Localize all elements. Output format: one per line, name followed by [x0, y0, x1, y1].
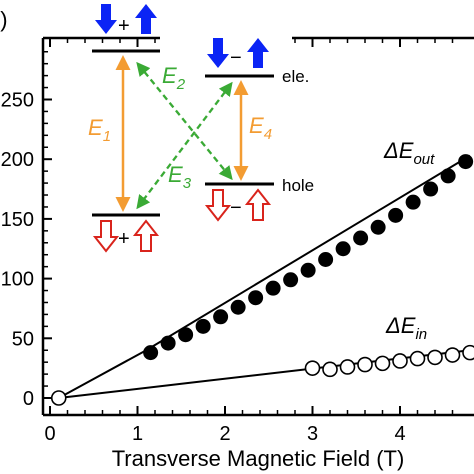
filled-data-point — [178, 327, 194, 343]
y-tick-label: 100 — [1, 269, 34, 291]
series-label-in: ΔEin — [385, 313, 427, 343]
filled-data-point — [283, 272, 299, 288]
spin-down-open-icon — [204, 189, 232, 222]
open-data-point — [50, 390, 67, 406]
axis-ticks — [43, 38, 454, 415]
filled-data-point — [335, 241, 351, 257]
filled-data-point — [353, 230, 369, 246]
y-tick-label: 200 — [1, 149, 34, 171]
open-data-point — [409, 350, 426, 367]
minus-sign: − — [230, 197, 242, 219]
open-data-point — [462, 344, 474, 361]
spin-state-bottom-left: + — [92, 219, 160, 253]
spin-state-bottom-right: − — [204, 188, 272, 222]
open-data-point — [392, 353, 408, 369]
transition-label-e3: E3 — [168, 162, 192, 192]
level-label-ele: ele. — [282, 67, 309, 86]
y-tick-label: 0 — [23, 388, 34, 410]
x-tick-label: 4 — [394, 423, 405, 445]
transition-label-e1: E1 — [88, 115, 111, 145]
fit-line-series-1 — [58, 349, 471, 399]
filled-data-point — [230, 299, 246, 315]
x-tick-label: 3 — [307, 423, 318, 445]
filled-data-point — [213, 309, 229, 325]
open-data-point — [374, 355, 391, 372]
open-data-point — [427, 349, 443, 366]
spin-up-filled-icon — [247, 38, 269, 68]
x-tick-label: 0 — [44, 423, 55, 445]
filled-data-point — [405, 194, 421, 210]
panel-label: b) — [0, 7, 8, 32]
filled-data-point — [248, 290, 264, 306]
data-markers — [50, 154, 474, 406]
spin-state-top-right: − — [207, 38, 269, 69]
spin-up-open-icon — [244, 188, 272, 221]
filled-data-point — [300, 262, 316, 278]
open-data-point — [357, 356, 373, 373]
open-data-point — [339, 359, 356, 375]
filled-data-point — [143, 345, 159, 361]
y-tick-label: 150 — [1, 209, 34, 231]
level-label-hole: hole — [282, 176, 314, 195]
spin-down-filled-icon — [207, 38, 229, 68]
plus-sign: + — [118, 15, 130, 37]
filled-data-point — [370, 219, 386, 235]
filled-data-point — [458, 154, 474, 170]
filled-data-point — [440, 168, 456, 184]
open-data-point — [322, 361, 338, 378]
energy-level-inset: E1 E2 E3 E4 ele. hole + − − + — [88, 4, 314, 253]
tick-labels: 0 1 2 3 4 0 50 100 150 200 250 — [1, 90, 406, 446]
plot-frame — [41, 36, 474, 417]
spin-up-open-icon — [132, 219, 160, 252]
transition-label-e2: E2 — [162, 63, 186, 93]
y-tick-label: 250 — [1, 90, 34, 112]
filled-data-point — [195, 318, 211, 334]
filled-data-point — [318, 251, 334, 267]
transition-e3-arrow — [136, 81, 233, 210]
plus-sign: + — [118, 228, 130, 250]
filled-data-point — [265, 280, 281, 296]
spin-down-open-icon — [92, 220, 120, 253]
x-axis-title: Transverse Magnetic Field (T) — [112, 446, 405, 471]
transition-label-e4: E4 — [249, 113, 272, 143]
open-data-point — [304, 360, 321, 376]
filled-data-point — [160, 335, 176, 351]
fit-line-series-0 — [58, 154, 471, 399]
y-tick-label: 50 — [12, 328, 34, 350]
filled-data-point — [423, 181, 439, 197]
filled-data-point — [388, 207, 404, 223]
x-tick-label: 1 — [132, 423, 143, 445]
fit-lines — [58, 154, 471, 399]
spin-state-top-left: + — [95, 4, 157, 37]
spin-up-filled-icon — [135, 4, 157, 34]
series-label-out: ΔEout — [383, 138, 435, 168]
spin-down-filled-icon — [95, 4, 117, 34]
minus-sign: − — [230, 47, 242, 69]
x-tick-label: 2 — [219, 423, 230, 445]
open-data-point — [444, 347, 461, 363]
